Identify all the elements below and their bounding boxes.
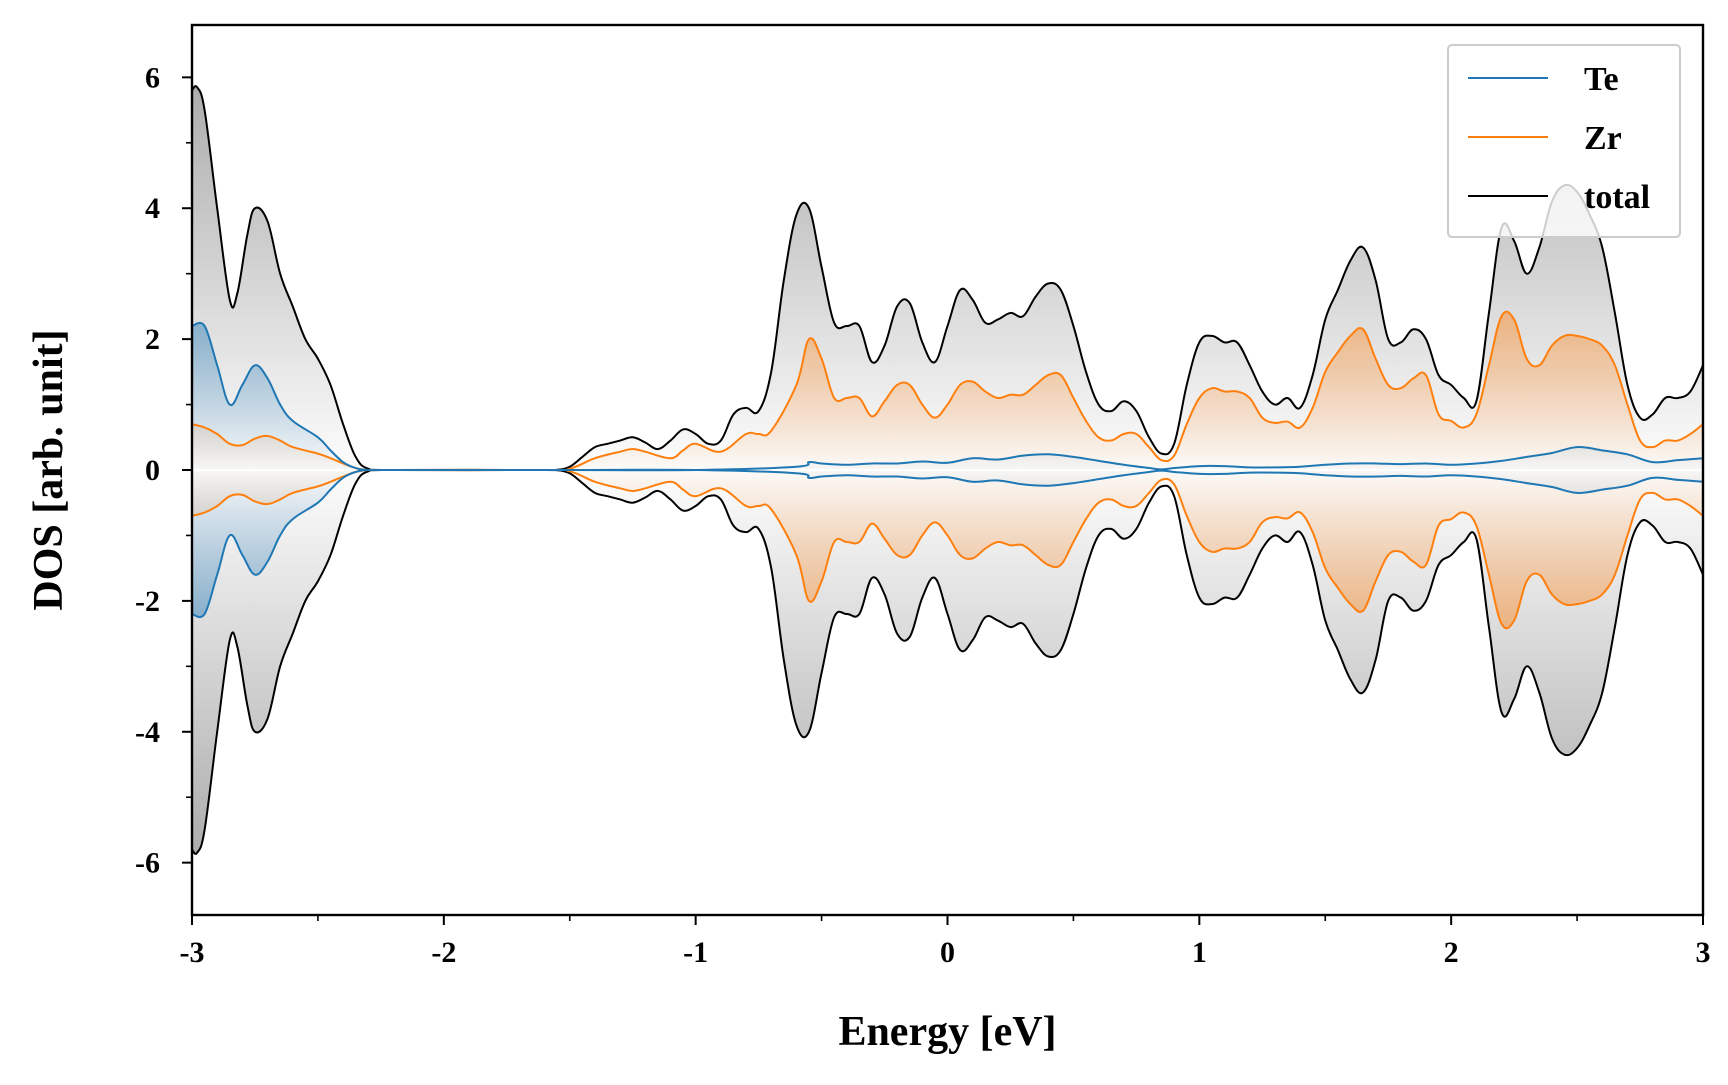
- series-lines-layer: [191, 85, 1704, 855]
- y-tick-label: 4: [145, 192, 160, 225]
- legend: Te Zr total: [1447, 44, 1681, 238]
- x-tick-label: -1: [683, 936, 708, 969]
- y-axis-title: DOS [arb. unit]: [26, 329, 72, 610]
- x-tick-label: 3: [1696, 936, 1711, 969]
- legend-label-zr: Zr: [1584, 120, 1622, 157]
- fill-zr-down: [192, 469, 1703, 629]
- fill-zr-up: [192, 311, 1703, 471]
- x-axis-title: Energy [eV]: [838, 1009, 1056, 1055]
- series-line-te-down: [191, 468, 1704, 619]
- fill-te-down: [192, 469, 1703, 618]
- series-line-te-up: [191, 321, 1704, 472]
- series-line-zr-up: [191, 310, 1704, 472]
- y-tick-label: 2: [145, 323, 160, 356]
- y-tick-label: 6: [145, 61, 160, 94]
- x-tick-label: -2: [431, 936, 456, 969]
- y-tick-label: -4: [135, 716, 160, 749]
- y-tick-label: -6: [135, 847, 160, 880]
- y-tick-label: 0: [145, 454, 160, 487]
- x-tick-label: 2: [1444, 936, 1459, 969]
- series-line-zr-down: [191, 468, 1704, 630]
- legend-label-total: total: [1584, 179, 1650, 216]
- fill-te-up: [192, 322, 1703, 471]
- x-tick-label: -3: [180, 936, 205, 969]
- legend-box: [1447, 44, 1681, 238]
- y-tick-label: -2: [135, 585, 160, 618]
- legend-label-te: Te: [1584, 61, 1619, 98]
- axes-layer: -3 -2 -1 0 1 2 3 -6 -4 -2 0 2 4 6 Energy [eV] DOS [arb.…: [26, 23, 1711, 1055]
- x-tick-label: 1: [1192, 936, 1207, 969]
- x-tick-label: 0: [940, 936, 955, 969]
